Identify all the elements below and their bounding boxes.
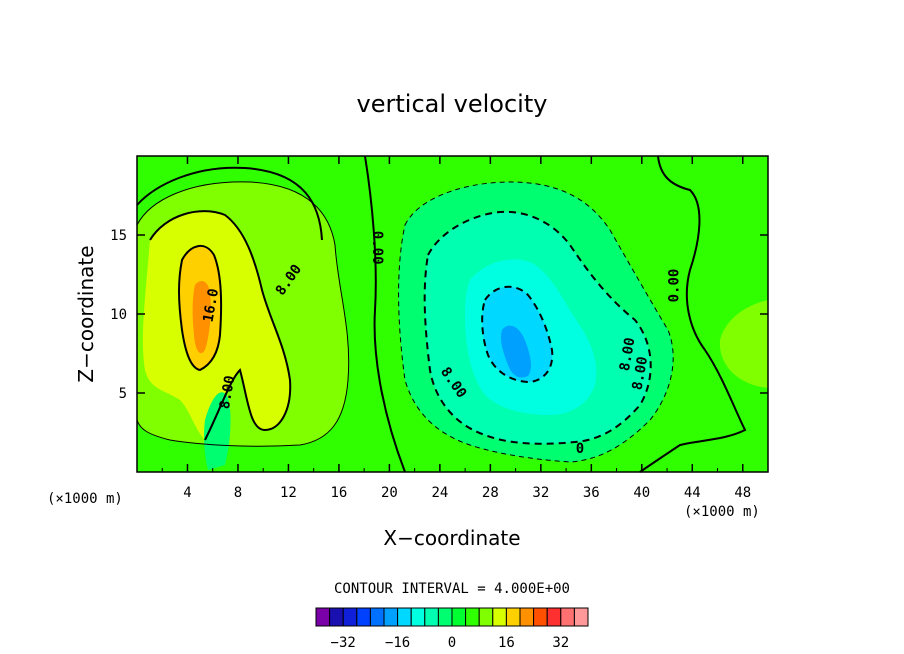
colorbar-swatch [424,607,439,627]
x-tick-label: 36 [583,485,600,501]
y-axis-label: Z−coordinate [74,245,98,382]
contour-label: 8.00 [630,355,652,391]
contour-line-plus8 [149,210,292,441]
x-unit-right: (×1000 m) [684,504,760,520]
contour-label: 16.0 [200,287,222,323]
colorbar-swatch [478,607,494,627]
colorbar-tick-label: 0 [448,635,456,651]
x-tick-label: 16 [330,485,347,501]
contour-label: 0.00 [666,269,682,303]
colorbar-swatch [492,607,507,627]
chart-title: vertical velocity [357,90,548,118]
contour-line-minus4 [398,181,674,463]
colorbar-swatch [560,607,575,627]
contour-line-outer [136,166,323,241]
x-tick-label: 32 [532,485,549,501]
fill-right-edge [719,300,768,388]
colorbar-tick-label: 32 [552,635,569,651]
x-tick-label: 4 [183,485,191,501]
colorbar-swatch [519,607,535,627]
contour-line-plus4 [136,181,350,447]
colorbar-swatch [383,607,399,627]
colorbar-swatch [410,607,426,627]
x-tick-label: 24 [431,485,448,501]
contour-lines [136,155,747,473]
colorbar [315,607,589,627]
colorbar-swatch [437,607,453,627]
x-tick-label: 12 [280,485,297,501]
colorbar-swatch [573,607,589,627]
contour-label: 8.00 [617,336,639,372]
colorbar-swatch [315,607,331,627]
contour-line-zero-left [364,155,406,473]
colorbar-tick-label: 16 [498,635,515,651]
x-tick-label: 28 [482,485,499,501]
colorbar-swatch [356,607,371,627]
x-axis-ticks: 4 8 12 16 20 24 28 32 36 40 44 48 [161,156,751,501]
x-tick-label: 8 [234,485,242,501]
y-tick-label: 10 [110,307,127,323]
colorbar-swatch [533,607,548,627]
x-unit-left: (×1000 m) [47,491,123,507]
colorbar-swatch [369,607,385,627]
colorbar-tick-label: −32 [331,635,356,651]
fill-level-minus20 [500,325,531,378]
colorbar-swatch [329,607,344,627]
x-tick-label: 48 [734,485,751,501]
contour-line-zero-right [639,155,747,473]
colorbar-swatch [546,607,562,627]
colorbar-swatch [465,607,480,627]
colorbar-swatch [397,607,412,627]
colorbar-tick-label: −16 [385,635,410,651]
contour-label: 0.00 [369,231,385,265]
contour-interval-label: CONTOUR INTERVAL = 4.000E+00 [334,581,570,597]
x-tick-label: 44 [684,485,701,501]
fill-right-cold-blob [645,189,680,249]
contour-label: 8.00 [217,374,239,410]
colorbar-swatch [505,607,521,627]
contour-line-minus8 [423,210,652,445]
colorbar-swatch [342,607,358,627]
y-tick-label: 15 [110,228,127,244]
colorbar-tick-labels: −32 −16 0 16 32 [331,635,570,651]
contour-line-plus16 [178,245,223,372]
fill-small-green [204,392,231,470]
y-axis-ticks: 5 10 15 [110,228,768,402]
fill-level-16 [192,280,211,354]
contour-fills [137,156,768,472]
fill-right-blob [256,239,296,285]
colorbar-swatch [451,607,467,627]
y-tick-label: 5 [119,386,127,402]
x-tick-label: 40 [633,485,650,501]
contour-label: 0 [576,441,584,457]
x-tick-label: 20 [381,485,398,501]
contour-line-minus16 [481,285,554,384]
x-axis-label: X−coordinate [383,526,520,550]
